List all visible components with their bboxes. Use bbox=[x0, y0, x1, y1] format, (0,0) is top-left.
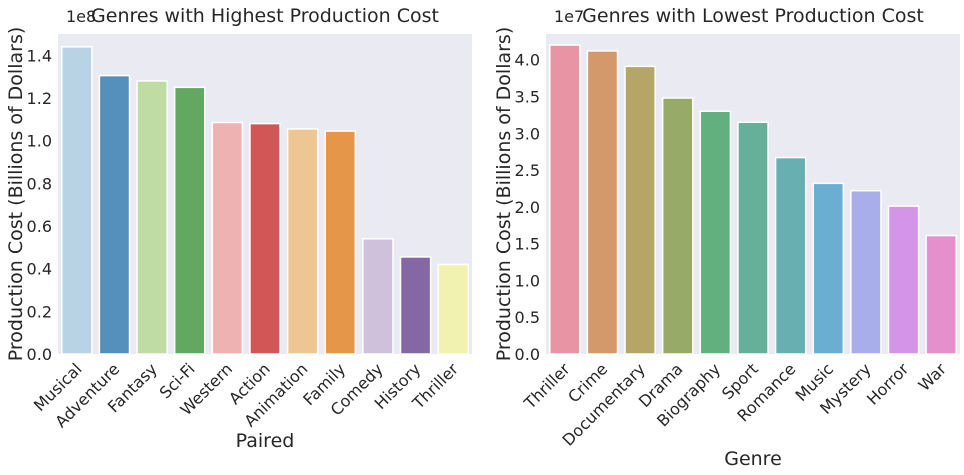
y-tick-label: 0.6 bbox=[27, 217, 52, 236]
y-tick-label: 3.5 bbox=[515, 88, 540, 107]
bar-fantasy bbox=[136, 80, 168, 355]
bar-comedy bbox=[362, 238, 394, 355]
bar-thriller bbox=[549, 44, 581, 355]
x-axis-label: Genre bbox=[724, 448, 782, 470]
chart-title: Genres with Lowest Production Cost bbox=[582, 5, 924, 27]
y-axis-label: Production Cost (Billions of Dollars) bbox=[493, 27, 515, 362]
bar-adventure bbox=[98, 74, 131, 355]
bar-sci-fi bbox=[173, 86, 206, 355]
bar-family bbox=[324, 130, 357, 355]
y-tick-label: 1.0 bbox=[515, 271, 540, 290]
y-tick-label: 0.0 bbox=[27, 345, 52, 364]
bar-documentary bbox=[624, 65, 656, 355]
y-tick-label: 1.4 bbox=[27, 46, 52, 65]
bar-action bbox=[249, 122, 281, 355]
y-tick-label: 2.5 bbox=[515, 161, 540, 180]
bar-mystery bbox=[850, 189, 882, 355]
bar-western bbox=[211, 121, 244, 355]
bar-drama bbox=[661, 97, 694, 355]
y-tick-label: 1.5 bbox=[515, 235, 540, 254]
y-axis-offset-label: 1e8 bbox=[66, 7, 96, 26]
y-axis-offset-label: 1e7 bbox=[554, 7, 584, 26]
bar-animation bbox=[286, 128, 319, 355]
x-tick-label: Thriller bbox=[520, 359, 574, 413]
y-tick-label: 2.0 bbox=[515, 198, 540, 217]
bar-biography bbox=[699, 110, 732, 355]
y-tick-label: 1.2 bbox=[27, 89, 52, 108]
y-tick-label: 0.4 bbox=[27, 260, 52, 279]
y-axis-ticks: 0.0 0.5 1.0 1.5 2.0 2.5 3.0 3.5 4.0 bbox=[515, 51, 540, 364]
x-tick-label: War bbox=[915, 359, 951, 395]
y-tick-label: 0.2 bbox=[27, 302, 52, 321]
bar-war bbox=[925, 234, 957, 355]
bar-history bbox=[399, 256, 432, 355]
bar-romance bbox=[774, 156, 807, 355]
x-axis-label: Paired bbox=[236, 430, 295, 452]
y-tick-label: 0.8 bbox=[27, 174, 52, 193]
x-tick-label: Horror bbox=[863, 359, 913, 409]
chart-highest-cost: 0.0 0.2 0.4 0.6 0.8 1.0 1.2 1.4 MusicalAdventur… bbox=[5, 5, 472, 452]
bar-musical bbox=[61, 46, 93, 355]
bars bbox=[549, 44, 957, 355]
y-axis-label: Production Cost (Billions of Dollars) bbox=[5, 27, 27, 362]
y-tick-label: 1.0 bbox=[27, 132, 52, 151]
bar-horror bbox=[887, 205, 920, 355]
chart-lowest-cost: 0.0 0.5 1.0 1.5 2.0 2.5 3.0 3.5 4.0 ThrillerCrim… bbox=[493, 5, 960, 470]
y-tick-label: 0.0 bbox=[515, 345, 540, 364]
y-axis-ticks: 0.0 0.2 0.4 0.6 0.8 1.0 1.2 1.4 bbox=[27, 46, 52, 364]
x-axis-ticks: ThrillerCrimeDocumentaryDramaBiographySp… bbox=[520, 359, 951, 450]
bars bbox=[61, 46, 469, 355]
chart-title: Genres with Highest Production Cost bbox=[91, 5, 439, 27]
bar-music bbox=[812, 182, 845, 355]
x-axis-ticks: MusicalAdventureFantasySci-FiWesternActi… bbox=[30, 359, 462, 431]
bar-thriller bbox=[437, 263, 469, 355]
y-tick-label: 0.5 bbox=[515, 308, 540, 327]
y-tick-label: 4.0 bbox=[515, 51, 540, 70]
bar-sport bbox=[737, 121, 769, 355]
bar-crime bbox=[586, 50, 619, 355]
y-tick-label: 3.0 bbox=[515, 124, 540, 143]
